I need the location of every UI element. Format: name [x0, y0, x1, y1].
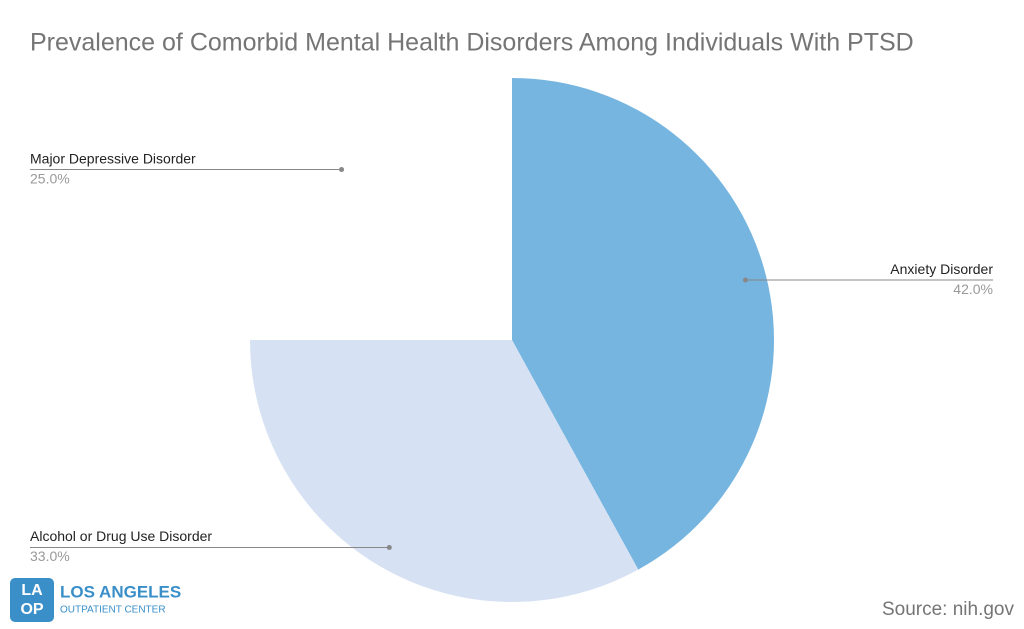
logo-name: LOS ANGELES: [60, 582, 181, 601]
logo-top: LA: [21, 582, 43, 599]
source: Source: nih.gov: [882, 599, 1015, 620]
leader-dot: [386, 544, 392, 550]
pie-slice: [249, 340, 639, 603]
chart-title: Prevalence of Comorbid Mental Health Dis…: [30, 29, 914, 57]
logo-mark: [10, 578, 54, 622]
pie-slice: [512, 78, 775, 570]
slice-value: 42.0%: [953, 281, 993, 297]
slice-value: 25.0%: [30, 170, 70, 186]
logo-bottom: OP: [20, 601, 43, 618]
slice-label: Anxiety Disorder: [890, 261, 993, 277]
slice-value: 33.0%: [30, 548, 70, 564]
logo-subtitle: OUTPATIENT CENTER: [60, 605, 166, 616]
leader-dot: [339, 167, 345, 173]
pie-slice: [250, 78, 512, 340]
logo: LA OP LOS ANGELES OUTPATIENT CENTER: [10, 578, 181, 622]
slice-label: Major Depressive Disorder: [30, 150, 196, 166]
leader-dot: [742, 277, 748, 283]
slice-label: Alcohol or Drug Use Disorder: [30, 528, 212, 544]
